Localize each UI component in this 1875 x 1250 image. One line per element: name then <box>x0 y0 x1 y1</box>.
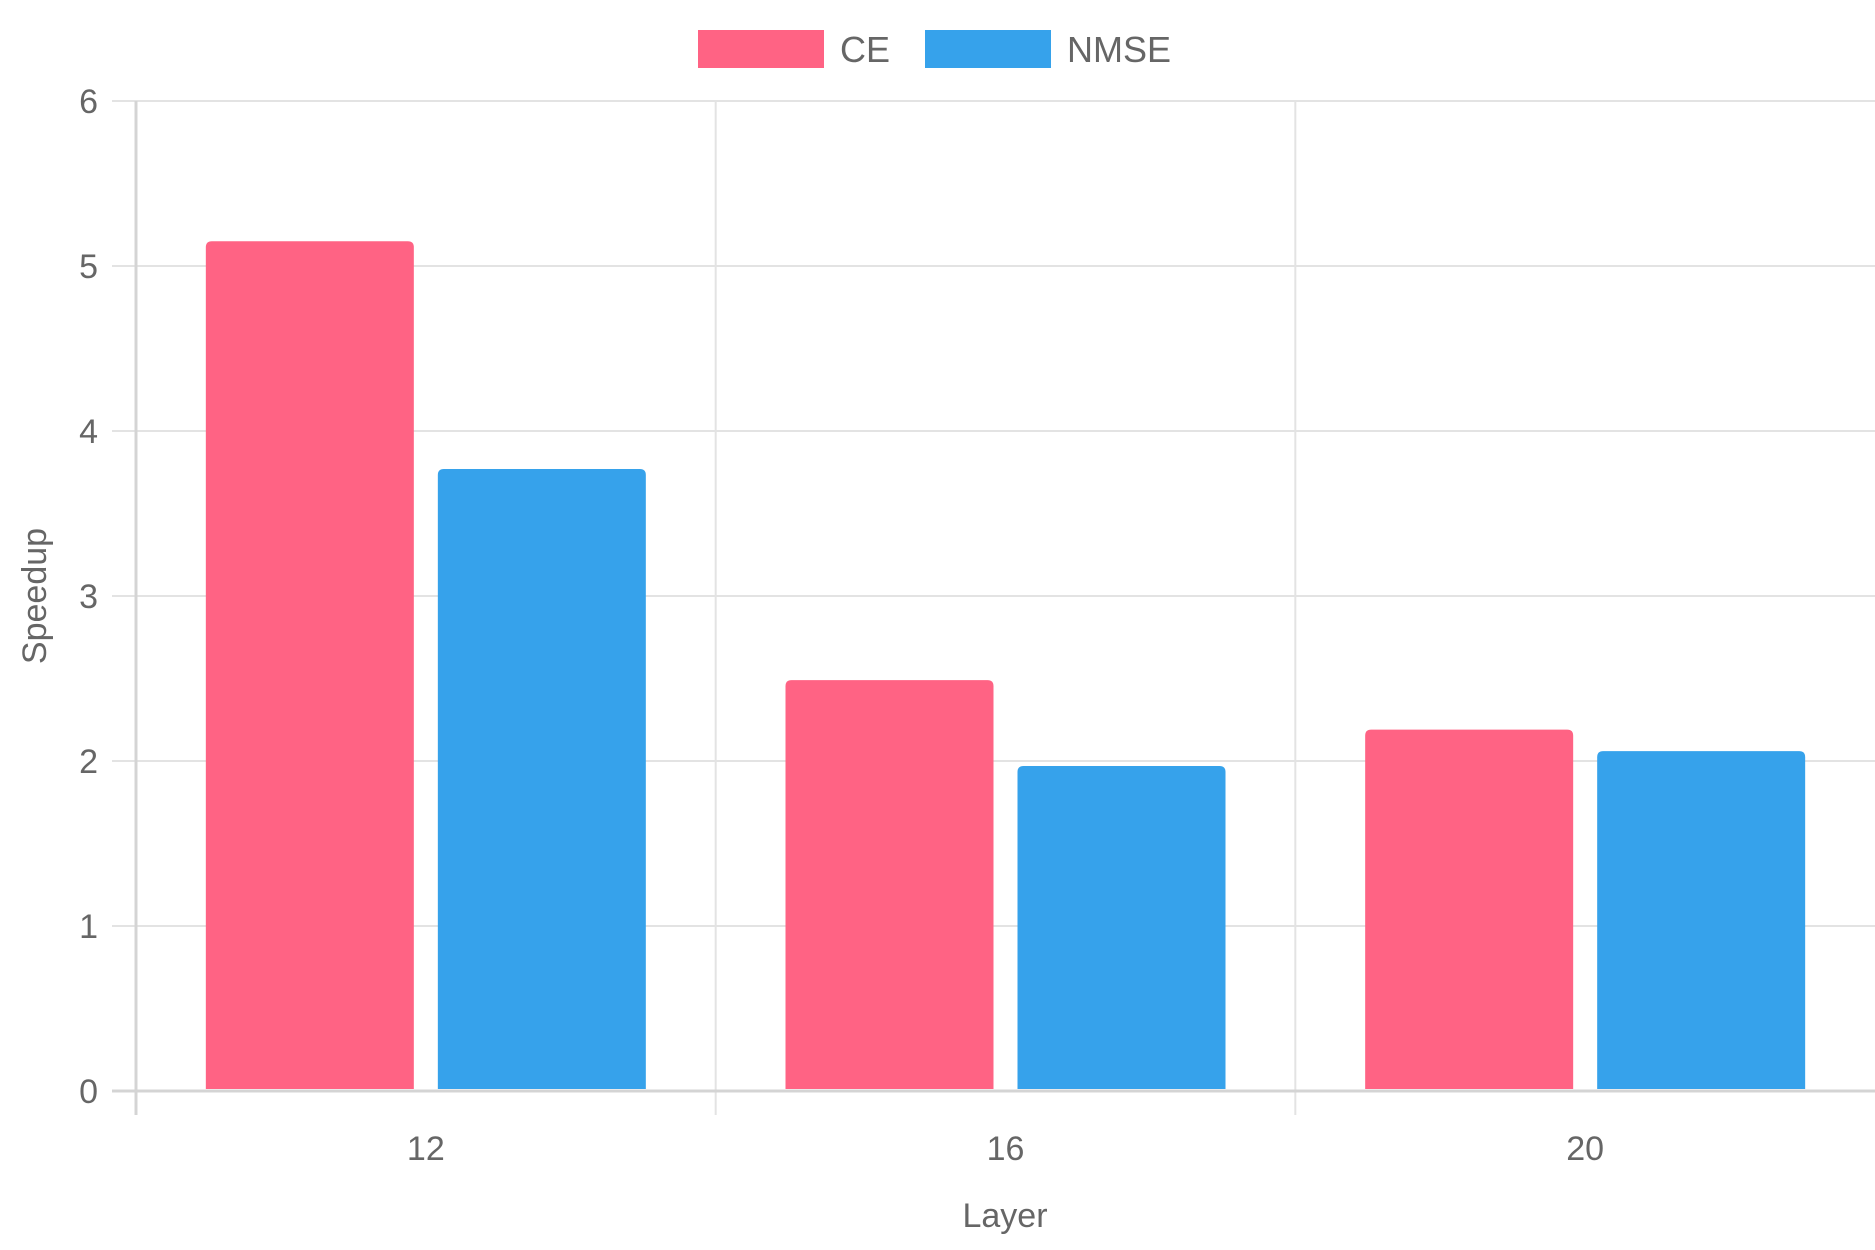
bar-nmse-16 <box>1017 765 1226 1089</box>
legend-label-ce[interactable]: CE <box>840 29 890 70</box>
legend-swatch-nmse[interactable] <box>925 30 1051 68</box>
x-tick-label: 12 <box>407 1130 445 1168</box>
bar-ce-20 <box>1365 729 1574 1089</box>
y-tick-label: 1 <box>79 908 98 946</box>
legend-swatch-ce[interactable] <box>698 30 824 68</box>
x-tick-label: 20 <box>1566 1130 1604 1168</box>
bar-nmse-12 <box>437 468 646 1089</box>
y-tick-label: 4 <box>79 413 98 451</box>
y-tick-label: 6 <box>79 83 98 121</box>
y-tick-label: 3 <box>79 578 98 616</box>
bar-ce-12 <box>205 241 414 1089</box>
y-tick-label: 2 <box>79 743 98 781</box>
bars <box>205 241 1806 1089</box>
y-tick-label: 5 <box>79 248 98 286</box>
y-tick-label: 0 <box>79 1073 98 1111</box>
bar-ce-16 <box>785 680 994 1089</box>
x-axis-title: Layer <box>962 1197 1047 1235</box>
x-tick-label: 16 <box>987 1130 1025 1168</box>
y-axis-title: Speedup <box>16 528 54 664</box>
bar-nmse-20 <box>1597 751 1806 1089</box>
legend-label-nmse[interactable]: NMSE <box>1067 29 1171 70</box>
legend: CE NMSE <box>698 29 1171 70</box>
